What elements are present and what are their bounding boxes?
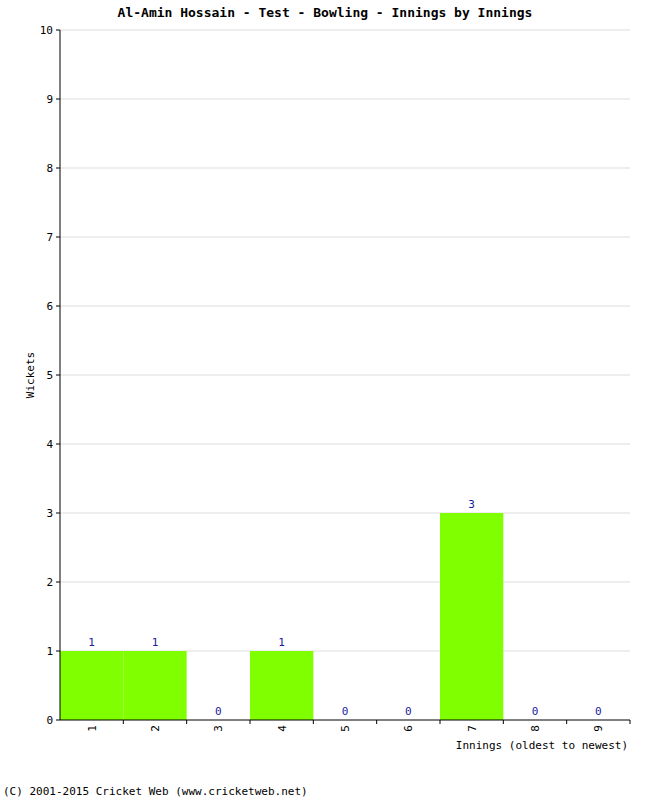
y-tick [56, 444, 60, 445]
data-label: 1 [88, 636, 95, 649]
grid-line [60, 513, 630, 514]
y-tick-label: 0 [46, 714, 53, 727]
y-tick [56, 720, 60, 721]
x-tick-label: 6 [402, 725, 415, 732]
grid-line [60, 30, 630, 31]
x-tick [123, 720, 124, 724]
bar [60, 651, 123, 720]
data-label: 0 [342, 705, 349, 718]
y-tick [56, 30, 60, 31]
y-tick [56, 375, 60, 376]
y-tick-label: 4 [46, 438, 53, 451]
x-tick-label: 5 [339, 725, 352, 732]
x-tick-label: 3 [212, 725, 225, 732]
x-tick-label: 8 [529, 725, 542, 732]
x-tick [630, 720, 631, 724]
x-tick [376, 720, 377, 724]
y-tick [56, 651, 60, 652]
x-tick [250, 720, 251, 724]
y-tick [56, 306, 60, 307]
data-label: 0 [405, 705, 412, 718]
x-tick [186, 720, 187, 724]
y-tick-label: 8 [46, 162, 53, 175]
x-tick-label: 7 [466, 725, 479, 732]
x-axis-label: Innings (oldest to newest) [456, 739, 628, 752]
grid-line [60, 99, 630, 100]
title: Al-Amin Hossain - Test - Bowling - Innin… [118, 5, 533, 20]
x-tick [313, 720, 314, 724]
y-tick [56, 237, 60, 238]
x-tick-label: 2 [149, 725, 162, 732]
x-tick [503, 720, 504, 724]
bar [250, 651, 313, 720]
grid-line [60, 306, 630, 307]
y-tick-label: 9 [46, 93, 53, 106]
x-tick-label: 4 [276, 725, 289, 732]
data-label: 3 [468, 498, 475, 511]
y-tick [56, 168, 60, 169]
x-axis [60, 720, 630, 721]
bar [440, 513, 503, 720]
bar [123, 651, 186, 720]
data-label: 1 [152, 636, 159, 649]
y-tick-label: 10 [40, 24, 53, 37]
data-label: 0 [215, 705, 222, 718]
chart-container: Al-Amin Hossain - Test - Bowling - Innin… [0, 0, 650, 800]
data-label: 0 [532, 705, 539, 718]
data-label: 1 [278, 636, 285, 649]
x-tick-label: 9 [592, 725, 605, 732]
data-label: 0 [595, 705, 602, 718]
y-tick-label: 6 [46, 300, 53, 313]
y-tick-label: 2 [46, 576, 53, 589]
x-tick-label: 1 [86, 725, 99, 732]
y-tick-label: 1 [46, 645, 53, 658]
y-tick-label: 3 [46, 507, 53, 520]
y-tick [56, 582, 60, 583]
x-tick [440, 720, 441, 724]
bars [60, 513, 503, 720]
grid-line [60, 375, 630, 376]
grid-line [60, 168, 630, 169]
y-tick [56, 99, 60, 100]
background [0, 0, 650, 800]
grid-line [60, 444, 630, 445]
y-tick-label: 7 [46, 231, 53, 244]
grid-line [60, 237, 630, 238]
y-tick [56, 513, 60, 514]
y-axis-label: Wickets [24, 352, 37, 398]
grid-line [60, 582, 630, 583]
chart: Al-Amin Hossain - Test - Bowling - Innin… [0, 0, 650, 800]
y-tick-label: 5 [46, 369, 53, 382]
x-tick [566, 720, 567, 724]
credit: (C) 2001-2015 Cricket Web (www.cricketwe… [3, 785, 308, 798]
y-axis [60, 30, 61, 720]
